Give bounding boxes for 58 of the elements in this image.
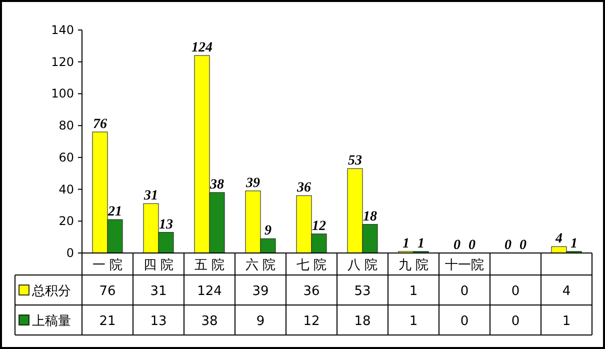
data-label: 124 <box>192 40 212 56</box>
x-tick-label: 五 院 <box>194 258 225 273</box>
y-tick-label: 40 <box>58 182 74 196</box>
text: 0 <box>511 284 520 299</box>
x-tick-label: 一 院 <box>92 258 123 273</box>
text: 13 <box>150 314 167 329</box>
data-label: 0 <box>504 238 512 253</box>
data-label: 0 <box>468 238 476 253</box>
x-tick-label: 九 院 <box>398 258 429 273</box>
text: 21 <box>99 314 116 329</box>
text: 38 <box>201 314 218 329</box>
text: 76 <box>99 284 116 299</box>
x-tick-label: 八 院 <box>347 258 378 273</box>
text: 0 <box>460 314 469 329</box>
text: 1 <box>562 314 571 329</box>
text: 18 <box>354 314 371 329</box>
data-label: 1 <box>570 236 578 252</box>
x-tick-label: 七 院 <box>296 258 327 273</box>
y-tick-label: 80 <box>58 118 74 133</box>
data-label: 31 <box>143 188 158 204</box>
data-label: 53 <box>348 154 362 169</box>
data-label: 4 <box>554 232 562 247</box>
y-tick-label: 140 <box>51 23 74 37</box>
y-tick-label: 120 <box>51 54 74 69</box>
data-label: 39 <box>245 176 260 191</box>
text: 4 <box>562 284 571 299</box>
text: 12 <box>303 314 320 329</box>
data-label: 76 <box>93 116 107 132</box>
text: 1 <box>409 284 418 299</box>
x-tick-label: 四 院 <box>143 258 174 273</box>
data-label: 0 <box>454 238 460 253</box>
y-tick-label: 60 <box>58 150 74 164</box>
data-label: 18 <box>363 209 377 224</box>
text: 53 <box>354 284 371 299</box>
data-label: 1 <box>402 236 410 252</box>
data-label: 13 <box>159 217 173 232</box>
text: 39 <box>252 284 269 299</box>
data-label: 21 <box>107 204 122 220</box>
text: 0 <box>460 284 469 299</box>
legend-label: 上稿量 <box>32 314 71 329</box>
text: 31 <box>150 284 167 299</box>
text: 0 <box>511 314 520 329</box>
y-tick-label: 100 <box>51 86 74 101</box>
data-label: 38 <box>209 177 224 192</box>
legend-label: 总积分 <box>31 284 71 299</box>
text: 9 <box>256 314 265 329</box>
text: 1 <box>409 314 418 329</box>
x-tick-label: 十一院 <box>445 258 484 273</box>
y-tick-label: 20 <box>58 214 74 228</box>
data-label: 12 <box>312 218 326 234</box>
text: 124 <box>197 284 222 299</box>
data-label: 9 <box>264 224 272 239</box>
data-label: 1 <box>418 236 424 252</box>
data-label: 36 <box>296 180 311 196</box>
x-tick-label: 六 院 <box>245 258 276 273</box>
data-label: 0 <box>520 238 526 253</box>
y-tick-label: 0 <box>66 246 74 260</box>
text: 36 <box>303 284 320 299</box>
